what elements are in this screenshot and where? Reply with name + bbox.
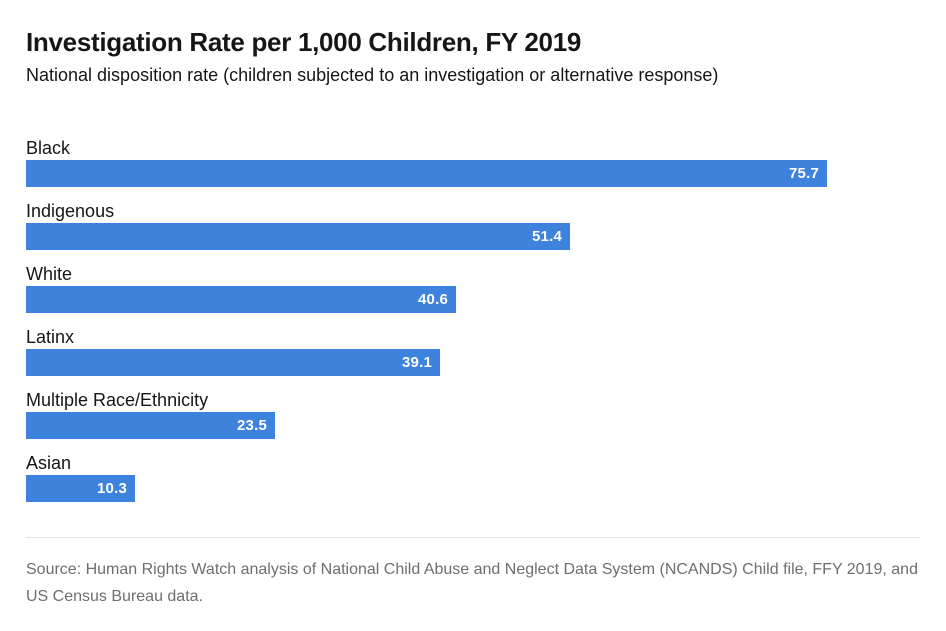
- source-note: Source: Human Rights Watch analysis of N…: [26, 561, 918, 605]
- bar: 51.4: [26, 223, 570, 250]
- bar-row: White 40.6: [26, 264, 920, 313]
- bar-chart: Black 75.7 Indigenous 51.4 White 40.6 La…: [26, 138, 920, 502]
- chart-title: Investigation Rate per 1,000 Children, F…: [26, 27, 582, 57]
- bar-row: Asian 10.3: [26, 453, 920, 502]
- bar-value-label: 39.1: [402, 354, 432, 371]
- bar-value-label: 10.3: [97, 480, 127, 497]
- category-label: Asian: [26, 453, 72, 473]
- category-label: Multiple Race/Ethnicity: [26, 390, 209, 410]
- bar: 10.3: [26, 475, 135, 502]
- bar-row: Black 75.7: [26, 138, 920, 187]
- chart-subtitle: National disposition rate (children subj…: [26, 65, 719, 85]
- bar-row: Multiple Race/Ethnicity 23.5: [26, 390, 920, 439]
- bar: 40.6: [26, 286, 456, 313]
- bar: 39.1: [26, 349, 440, 376]
- bar-row: Indigenous 51.4: [26, 201, 920, 250]
- category-label: Black: [26, 138, 71, 158]
- bar-value-label: 75.7: [789, 165, 819, 182]
- bar: 75.7: [26, 160, 827, 187]
- bar-row: Latinx 39.1: [26, 327, 920, 376]
- category-label: White: [26, 264, 73, 284]
- category-label: Indigenous: [26, 201, 115, 221]
- category-label: Latinx: [26, 327, 75, 347]
- footer-divider: [26, 537, 920, 538]
- bar: 23.5: [26, 412, 275, 439]
- bar-value-label: 51.4: [532, 228, 562, 245]
- bar-value-label: 40.6: [418, 291, 448, 308]
- bar-value-label: 23.5: [237, 417, 267, 434]
